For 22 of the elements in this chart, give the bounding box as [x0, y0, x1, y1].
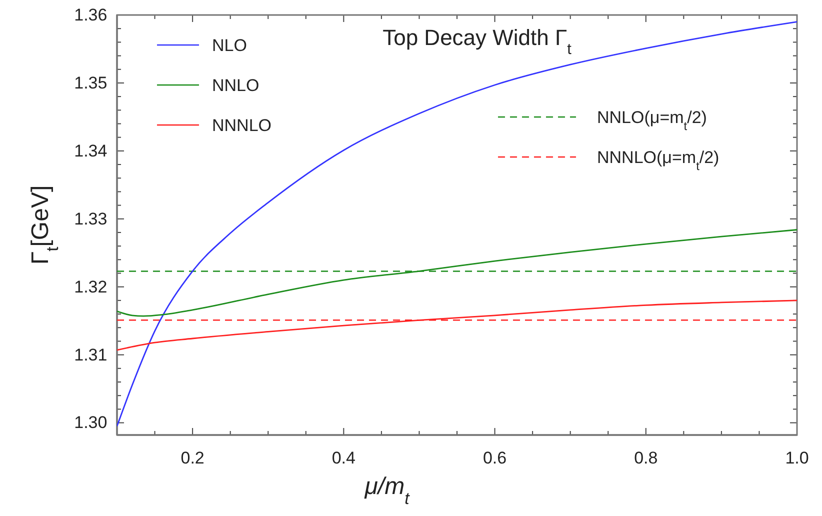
legend-label: NNLO(μ=m$_{t}$/2)	[597, 108, 707, 133]
x-axis-title: μ/m$_{t}$	[364, 473, 411, 508]
y-tick-label: 1.35	[74, 73, 108, 92]
x-tick-label: 0.4	[332, 448, 356, 468]
y-tick-label: 1.30	[74, 413, 108, 432]
x-tick-label: 0.6	[482, 448, 507, 468]
legend-label: NNLO	[212, 76, 260, 95]
x-tick-label: 0.8	[634, 448, 658, 468]
line-series	[117, 21, 797, 427]
legend-label: NLO	[212, 36, 247, 55]
y-tick-label: 1.31	[74, 345, 108, 364]
line-series	[117, 300, 797, 351]
legend-label: NNNLO(μ=m$_{t}$/2)	[597, 148, 720, 173]
y-tick-label: 1.34	[74, 141, 108, 160]
y-tick-label: 1.33	[74, 209, 108, 228]
text: Top Decay Width Γ$_{t}$	[382, 25, 572, 58]
y-tick-label: 1.32	[74, 277, 108, 296]
line-series	[117, 229, 797, 317]
x-tick-label: 1.0	[785, 448, 809, 468]
x-tick-label: 0.2	[180, 448, 204, 468]
y-tick-label: 1.36	[74, 5, 108, 24]
legend-label: NNNLO	[212, 116, 272, 135]
